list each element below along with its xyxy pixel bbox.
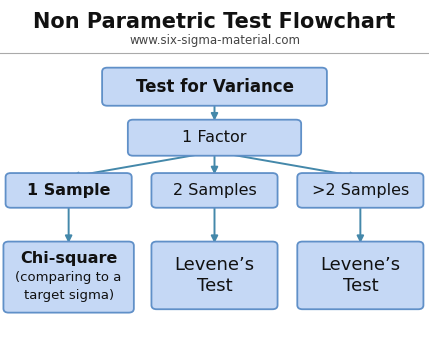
Text: Levene’s
Test: Levene’s Test [320, 256, 400, 295]
Text: 2 Samples: 2 Samples [172, 183, 257, 198]
Text: 1 Factor: 1 Factor [182, 130, 247, 145]
FancyBboxPatch shape [297, 173, 423, 208]
Text: Test for Variance: Test for Variance [136, 78, 293, 96]
Text: >2 Samples: >2 Samples [312, 183, 409, 198]
Text: Levene’s
Test: Levene’s Test [175, 256, 254, 295]
FancyBboxPatch shape [6, 173, 132, 208]
Text: 1 Sample: 1 Sample [27, 183, 110, 198]
FancyBboxPatch shape [151, 173, 278, 208]
Text: www.six-sigma-material.com: www.six-sigma-material.com [129, 34, 300, 47]
Text: Chi-square: Chi-square [20, 251, 117, 266]
Text: Non Parametric Test Flowchart: Non Parametric Test Flowchart [33, 12, 396, 32]
FancyBboxPatch shape [102, 68, 327, 106]
FancyBboxPatch shape [297, 241, 423, 309]
FancyBboxPatch shape [128, 120, 301, 156]
Text: (comparing to a: (comparing to a [15, 271, 122, 284]
Text: target sigma): target sigma) [24, 289, 114, 302]
FancyBboxPatch shape [151, 241, 278, 309]
FancyBboxPatch shape [3, 241, 134, 313]
